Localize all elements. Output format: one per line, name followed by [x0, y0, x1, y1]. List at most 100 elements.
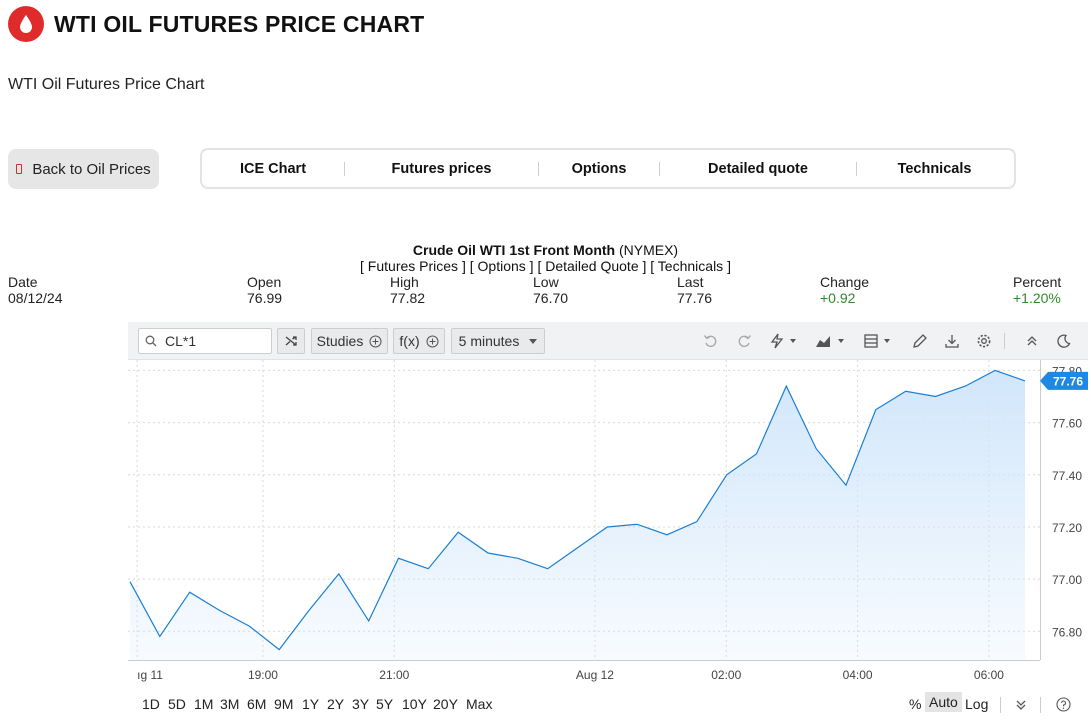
- tab-divider: [856, 161, 857, 176]
- symbol-input[interactable]: [165, 333, 265, 349]
- interval-label: 5 minutes: [458, 333, 520, 349]
- price-line: [129, 369, 1026, 651]
- download-icon[interactable]: [941, 331, 963, 351]
- price-point: [755, 453, 757, 455]
- range-9m[interactable]: 9M: [274, 696, 294, 712]
- settings-gear-icon[interactable]: [973, 331, 995, 351]
- range-6m[interactable]: 6M: [247, 696, 267, 712]
- price-point: [248, 625, 250, 627]
- price-point: [129, 581, 131, 583]
- tab-technicals[interactable]: Technicals: [897, 160, 972, 177]
- range-3y[interactable]: 3Y: [352, 696, 370, 712]
- range-20y[interactable]: 20Y: [433, 696, 458, 712]
- functions-button[interactable]: f(x): [393, 328, 445, 354]
- range-1y[interactable]: 1Y: [302, 696, 320, 712]
- range-5y[interactable]: 5Y: [376, 696, 394, 712]
- percent-scale-button[interactable]: %: [909, 696, 922, 712]
- log-scale-button[interactable]: Log: [965, 696, 989, 712]
- redo-icon[interactable]: [733, 331, 755, 351]
- quote-value: +1.20%: [1013, 290, 1061, 306]
- price-point: [696, 521, 698, 523]
- events-lightning-icon[interactable]: [768, 331, 800, 351]
- price-point: [1024, 380, 1026, 382]
- tab-divider: [659, 161, 660, 176]
- undo-icon[interactable]: [700, 331, 722, 351]
- symbol-search[interactable]: [138, 328, 272, 354]
- quote-label: High: [390, 274, 419, 290]
- quote-label: Last: [677, 274, 704, 290]
- dark-mode-moon-icon[interactable]: [1053, 331, 1075, 351]
- quote-last: Last 77.76: [677, 274, 712, 306]
- draw-pencil-icon[interactable]: [909, 331, 931, 351]
- quote-heading: Crude Oil WTI 1st Front Month (NYMEX): [0, 242, 1091, 258]
- range-2y[interactable]: 2Y: [327, 696, 345, 712]
- range-divider: [1000, 697, 1001, 713]
- auto-scale-button[interactable]: Auto: [925, 692, 962, 712]
- link-detailed-quote[interactable]: [ Detailed Quote ]: [537, 258, 647, 274]
- range-3m[interactable]: 3M: [220, 696, 240, 712]
- price-point: [875, 408, 877, 410]
- tab-divider: [344, 161, 345, 176]
- contract-name: Crude Oil WTI 1st Front Month: [412, 242, 616, 258]
- layout-icon[interactable]: [862, 331, 896, 351]
- range-10y[interactable]: 10Y: [402, 696, 427, 712]
- last-price-label: 77.76: [1053, 374, 1083, 388]
- price-point: [606, 526, 608, 528]
- price-point: [904, 390, 906, 392]
- y-tick-label: 76.80: [1052, 625, 1082, 639]
- tab-divider: [538, 161, 539, 176]
- range-1m[interactable]: 1M: [194, 696, 214, 712]
- quote-value: 08/12/24: [8, 290, 63, 306]
- tab-futures-prices[interactable]: Futures prices: [391, 160, 492, 177]
- page-title: WTI OIL FUTURES PRICE CHART: [54, 10, 425, 37]
- chart-style-icon[interactable]: [814, 331, 848, 351]
- quote-percent: Percent +1.20%: [1013, 274, 1061, 306]
- range-bar: 1D 5D 1M 3M 6M 9M 1Y 2Y 3Y 5Y 10Y 20Y Max % Auto Log: [128, 692, 1088, 716]
- y-tick-label: 77.60: [1052, 417, 1082, 431]
- back-to-oil-prices-button[interactable]: Back to Oil Prices: [8, 149, 159, 189]
- x-tick-label: 04:00: [843, 668, 873, 682]
- help-icon[interactable]: [1056, 697, 1071, 715]
- toolbar-divider: [1004, 333, 1005, 349]
- price-point: [636, 523, 638, 525]
- price-point: [188, 591, 190, 593]
- price-point: [517, 557, 519, 559]
- link-technicals[interactable]: [ Technicals ]: [650, 258, 731, 274]
- search-icon: [145, 335, 157, 347]
- chart-toolbar: Studies f(x) 5 minutes: [128, 322, 1088, 360]
- price-point: [725, 474, 727, 476]
- range-1d[interactable]: 1D: [142, 696, 160, 712]
- compare-button[interactable]: [277, 328, 305, 354]
- interval-select[interactable]: 5 minutes: [451, 328, 545, 354]
- expand-down-icon[interactable]: [1015, 698, 1027, 714]
- last-price-marker: [1040, 371, 1088, 390]
- price-point: [964, 385, 966, 387]
- price-point: [576, 547, 578, 549]
- quote-value: 77.82: [390, 290, 426, 306]
- back-button-label: Back to Oil Prices: [32, 160, 151, 178]
- tab-options[interactable]: Options: [571, 160, 627, 177]
- add-circle-icon: [369, 335, 382, 347]
- y-tick-label: 77.20: [1052, 521, 1082, 535]
- x-tick-label: 21:00: [379, 668, 409, 682]
- range-max[interactable]: Max: [466, 696, 493, 712]
- quote-high: High 77.82: [390, 274, 425, 306]
- quote-low: Low 76.70: [533, 274, 568, 306]
- range-5d[interactable]: 5D: [168, 696, 186, 712]
- shuffle-icon: [285, 336, 297, 346]
- quote-open: Open 76.99: [247, 274, 282, 306]
- chart-widget: Studies f(x) 5 minutes 77.8077.6077.4077…: [128, 322, 1088, 720]
- quote-label: Percent: [1013, 274, 1062, 290]
- studies-button[interactable]: Studies: [311, 328, 388, 354]
- quote-label: Date: [8, 274, 38, 290]
- link-options[interactable]: [ Options ]: [469, 258, 534, 274]
- collapse-up-icon[interactable]: [1021, 331, 1043, 351]
- link-futures-prices[interactable]: [ Futures Prices ]: [360, 258, 466, 274]
- oil-drop-logo-icon: [8, 6, 44, 42]
- tab-ice-chart[interactable]: ICE Chart: [239, 160, 307, 177]
- studies-label: Studies: [316, 333, 364, 349]
- price-point: [845, 484, 847, 486]
- add-circle-icon: [426, 335, 439, 347]
- tab-detailed-quote[interactable]: Detailed quote: [708, 160, 808, 177]
